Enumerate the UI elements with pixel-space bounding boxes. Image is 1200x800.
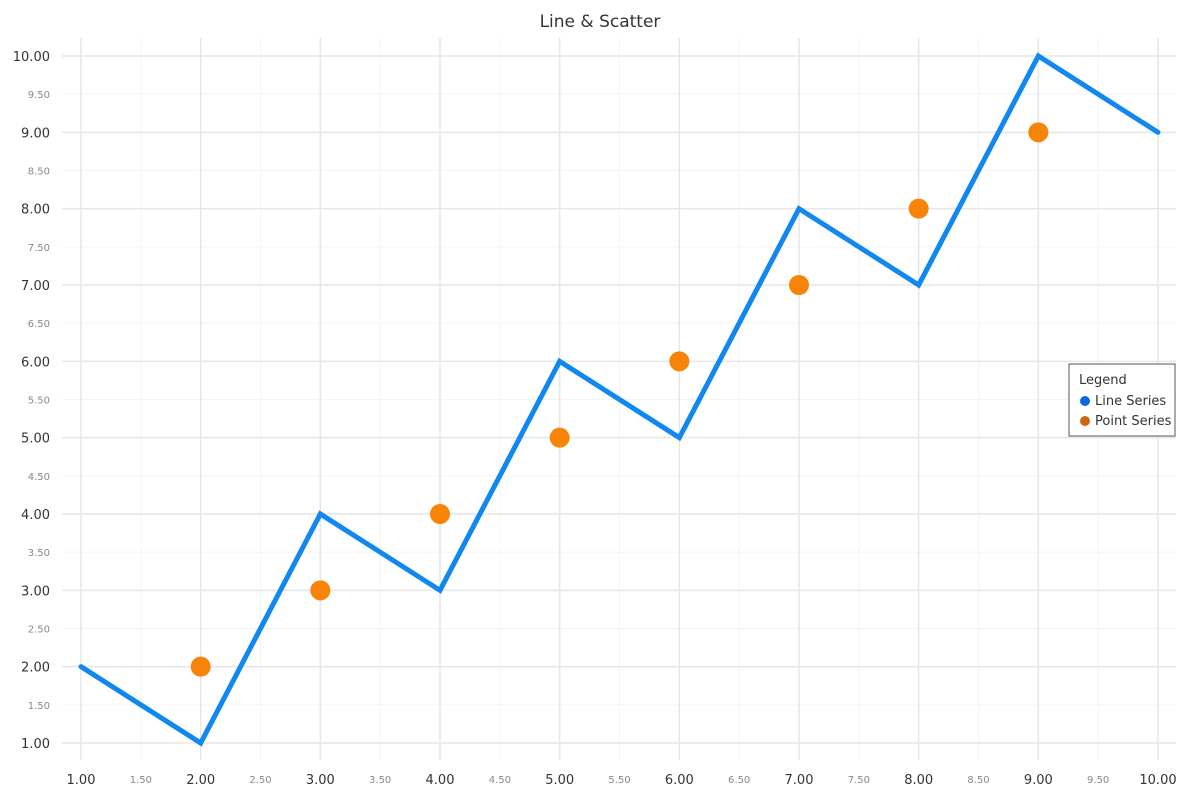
legend-line-series-label: Line Series xyxy=(1095,394,1166,409)
x-tick-label: 2.00 xyxy=(186,773,215,788)
point-series-marker xyxy=(310,580,331,601)
point-series-marker xyxy=(190,656,211,677)
x-tick-label: 1.00 xyxy=(67,773,96,788)
y-tick-label: 4.00 xyxy=(21,508,50,523)
x-minor-tick-label: 1.50 xyxy=(130,775,152,786)
y-minor-tick-label: 2.50 xyxy=(28,625,50,636)
x-minor-tick-label: 5.50 xyxy=(608,775,630,786)
point-series-marker xyxy=(549,427,570,448)
y-minor-tick-label: 1.50 xyxy=(28,701,50,712)
x-tick-label: 3.00 xyxy=(306,773,335,788)
x-minor-tick-label: 3.50 xyxy=(369,775,391,786)
legend-point-series-label: Point Series xyxy=(1095,414,1172,429)
x-tick-label: 8.00 xyxy=(904,773,933,788)
y-minor-tick-label: 4.50 xyxy=(28,472,50,483)
legend-line-series-marker xyxy=(1080,396,1090,406)
x-minor-tick-label: 6.50 xyxy=(728,775,750,786)
x-minor-tick-label: 9.50 xyxy=(1087,775,1109,786)
x-minor-tick-label: 4.50 xyxy=(489,775,511,786)
y-tick-label: 3.00 xyxy=(21,584,50,599)
y-minor-tick-label: 6.50 xyxy=(28,319,50,330)
point-series-marker xyxy=(1028,122,1049,143)
point-series-marker xyxy=(669,351,690,372)
x-tick-label: 10.00 xyxy=(1139,773,1176,788)
legend-point-series-marker xyxy=(1080,416,1090,426)
legend: Legend Line Series Point Series xyxy=(1068,363,1176,437)
y-minor-tick-label: 9.50 xyxy=(28,90,50,101)
y-minor-tick-label: 5.50 xyxy=(28,396,50,407)
y-tick-label: 5.00 xyxy=(21,432,50,447)
y-tick-label: 7.00 xyxy=(21,279,50,294)
plot-area xyxy=(78,52,1161,747)
point-series-marker xyxy=(789,275,809,295)
y-minor-tick-label: 3.50 xyxy=(28,548,50,559)
x-tick-label: 6.00 xyxy=(665,773,694,788)
x-minor-tick-label: 8.50 xyxy=(967,775,989,786)
y-tick-label: 1.00 xyxy=(21,737,50,752)
legend-title: Legend xyxy=(1079,373,1127,388)
line-series-path xyxy=(78,52,1161,747)
point-series-marker xyxy=(430,504,450,524)
x-tick-label: 5.00 xyxy=(545,773,574,788)
point-series-marker xyxy=(908,198,929,219)
y-tick-label: 8.00 xyxy=(21,203,50,218)
x-minor-tick-label: 7.50 xyxy=(848,775,870,786)
y-tick-label: 9.00 xyxy=(21,126,50,141)
x-minor-tick-label: 2.50 xyxy=(249,775,271,786)
y-tick-label: 6.00 xyxy=(21,355,50,370)
y-axis-ticks: 1.00 2.00 3.00 4.00 5.00 6.00 7.00 8.00 9.00 10.0… xyxy=(13,50,50,752)
y-tick-label: 10.00 xyxy=(13,50,50,65)
y-tick-label: 2.00 xyxy=(21,661,50,676)
y-minor-tick-label: 7.50 xyxy=(28,243,50,254)
x-tick-label: 7.00 xyxy=(785,773,814,788)
grid xyxy=(62,38,1176,760)
x-tick-label: 9.00 xyxy=(1024,773,1053,788)
y-minor-tick-label: 8.50 xyxy=(28,167,50,178)
chart-title: Line & Scatter xyxy=(540,12,661,32)
x-tick-label: 4.00 xyxy=(426,773,455,788)
x-axis-ticks: 1.00 2.00 3.00 4.00 5.00 6.00 7.00 8.00 9.00 10.0… xyxy=(67,773,1177,788)
